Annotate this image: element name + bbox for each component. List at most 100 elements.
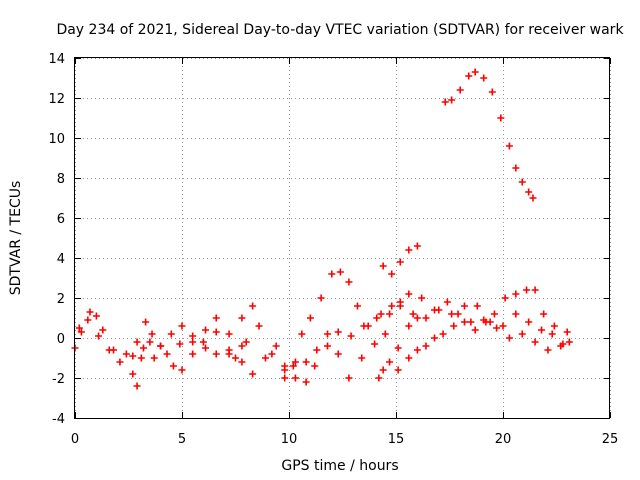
data-point	[371, 340, 379, 348]
data-point	[167, 330, 175, 338]
data-point	[394, 366, 402, 374]
data-point	[413, 346, 421, 354]
data-point	[148, 330, 156, 338]
data-point	[418, 294, 426, 302]
data-point	[386, 310, 394, 318]
x-tick-label: 0	[71, 432, 79, 447]
data-point	[525, 188, 533, 196]
data-point	[523, 286, 531, 294]
data-point	[311, 362, 319, 370]
data-point	[133, 338, 141, 346]
data-point	[375, 374, 383, 382]
data-point	[480, 316, 488, 324]
data-point	[189, 332, 197, 340]
data-point	[324, 330, 332, 338]
data-point	[379, 366, 387, 374]
y-tick-label: 10	[48, 132, 65, 147]
data-point	[261, 354, 269, 362]
data-point	[212, 328, 220, 336]
data-point	[249, 370, 257, 378]
x-tick-label: 20	[495, 432, 512, 447]
data-point	[473, 302, 481, 310]
data-point	[306, 314, 314, 322]
data-point	[388, 302, 396, 310]
data-point	[405, 322, 413, 330]
data-point	[448, 96, 456, 104]
plot-frame	[74, 57, 610, 419]
data-point	[358, 354, 366, 362]
series-track-7	[375, 318, 573, 382]
y-tick-labels: -4 -2 0 2 4 6 8 10 12 14	[48, 52, 65, 427]
series-track-8	[379, 242, 421, 278]
data-point	[499, 322, 507, 330]
data-point	[272, 342, 280, 350]
data-point	[456, 86, 464, 94]
x-tick-label: 25	[602, 432, 619, 447]
series-track-6	[281, 302, 571, 386]
data-point	[443, 298, 451, 306]
series-track-3	[129, 302, 257, 390]
data-point	[298, 330, 306, 338]
data-point	[413, 314, 421, 322]
data-point	[512, 290, 520, 298]
y-tick-label: 12	[48, 92, 65, 107]
data-point	[353, 302, 361, 310]
data-point	[317, 294, 325, 302]
y-tick-label: 2	[57, 292, 65, 307]
data-point	[454, 310, 462, 318]
y-axis-title: SDTVAR / TECUs	[8, 181, 24, 296]
data-point	[202, 326, 210, 334]
data-point	[86, 308, 94, 316]
data-point	[467, 318, 475, 326]
data-point	[225, 330, 233, 338]
data-point	[529, 194, 537, 202]
data-point	[559, 340, 567, 348]
data-point	[281, 366, 289, 374]
data-point	[373, 314, 381, 322]
data-point	[360, 322, 368, 330]
data-point	[92, 312, 100, 320]
x-tick-label: 15	[388, 432, 405, 447]
grid-lines	[75, 58, 611, 419]
x-tick-labels: 0 5 10 15 20 25	[71, 432, 618, 447]
data-point	[105, 346, 113, 354]
data-point	[388, 270, 396, 278]
data-point	[512, 310, 520, 318]
data-point	[471, 326, 479, 334]
data-point	[334, 328, 342, 336]
data-point	[202, 344, 210, 352]
data-point	[396, 302, 404, 310]
data-point	[139, 344, 147, 352]
data-point	[493, 324, 501, 332]
data-point	[422, 342, 430, 350]
data-point	[189, 338, 197, 346]
data-point	[75, 324, 83, 332]
y-tick-label: 0	[57, 332, 65, 347]
data-point	[409, 310, 417, 318]
data-point	[302, 378, 310, 386]
data-point	[129, 370, 137, 378]
data-point	[199, 338, 207, 346]
data-point	[242, 338, 250, 346]
data-point	[377, 310, 385, 318]
y-tick-label: -4	[52, 412, 65, 427]
data-point	[497, 114, 505, 122]
data-point	[328, 270, 336, 278]
data-point	[518, 330, 526, 338]
data-point	[116, 358, 124, 366]
series-track-9	[405, 286, 567, 348]
data-point	[189, 350, 197, 358]
data-point	[137, 354, 145, 362]
data-point	[324, 342, 332, 350]
data-point	[347, 332, 355, 340]
data-point	[505, 142, 513, 150]
series-track-5	[232, 268, 404, 382]
y-tick-label: 14	[48, 52, 65, 67]
data-point	[381, 330, 389, 338]
data-point	[394, 344, 402, 352]
data-point	[345, 374, 353, 382]
data-point	[178, 322, 186, 330]
data-point	[565, 338, 573, 346]
data-point	[460, 318, 468, 326]
data-point	[379, 262, 387, 270]
